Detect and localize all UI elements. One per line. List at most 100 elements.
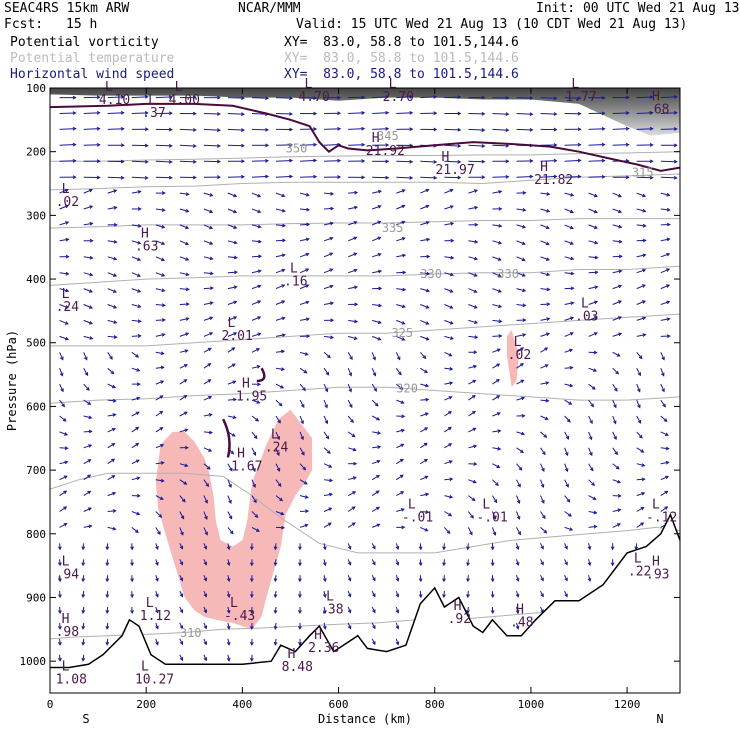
wind-arrowhead: [209, 286, 214, 291]
wind-vector: [516, 463, 522, 471]
wind-arrowhead: [515, 609, 520, 614]
wind-vector: [275, 479, 282, 487]
wind-vector: [59, 461, 68, 465]
wind-vector: [636, 351, 643, 359]
wind-vector: [251, 128, 269, 131]
wind-vector: [540, 240, 549, 245]
wind-arrowhead: [329, 478, 334, 483]
wind-arrowhead: [665, 460, 670, 465]
wind-arrowhead: [87, 459, 92, 463]
wind-arrowhead: [587, 577, 592, 583]
wind-arrowhead: [520, 449, 524, 453]
wind-arrowhead: [273, 594, 278, 599]
wind-arrowhead: [449, 272, 454, 277]
wind-arrowhead: [113, 222, 118, 227]
wind-vector: [179, 208, 189, 212]
wind-arrowhead: [591, 386, 596, 390]
pv-extremum-type: L: [62, 555, 70, 570]
wind-vector: [251, 348, 260, 353]
wind-arrowhead: [347, 593, 352, 598]
wind-arrowhead: [72, 95, 77, 100]
wind-vector: [59, 431, 68, 436]
wind-vector: [227, 511, 233, 519]
wind-vector: [251, 97, 269, 99]
wind-vector: [299, 383, 306, 391]
wind-arrowhead: [425, 204, 430, 209]
wind-vector: [83, 399, 91, 405]
wind-arrowhead: [184, 445, 189, 450]
wind-vector: [420, 427, 428, 433]
wind-arrowhead: [470, 514, 474, 519]
wind-vector: [588, 383, 596, 390]
wind-arrowhead: [378, 286, 383, 291]
wind-arrowhead: [385, 110, 390, 115]
wind-vector: [636, 112, 653, 114]
wind-arrowhead: [337, 175, 342, 179]
wind-arrowhead: [57, 578, 62, 583]
wind-vector: [300, 223, 310, 226]
wind-arrowhead: [273, 562, 278, 567]
wind-arrowhead: [529, 96, 534, 101]
wind-arrowhead: [57, 610, 62, 615]
wind-vector: [107, 443, 115, 449]
wind-arrowhead: [376, 459, 381, 464]
wind-arrowhead: [566, 498, 571, 503]
wind-vector: [660, 447, 669, 450]
wind-arrowhead: [281, 268, 286, 273]
wind-vector: [636, 300, 646, 305]
wind-arrowhead: [625, 175, 630, 180]
wind-vector: [179, 256, 189, 261]
wind-arrowhead: [323, 546, 327, 551]
wind-vector: [83, 319, 93, 325]
y-tick-label: 1000: [20, 655, 47, 668]
wind-arrowhead: [395, 546, 400, 550]
wind-vector: [131, 224, 141, 227]
wind-vector: [540, 333, 550, 337]
wind-arrowhead: [544, 416, 549, 420]
wind-arrowhead: [397, 356, 401, 361]
wind-arrowhead: [289, 143, 294, 147]
wind-vector: [323, 447, 331, 454]
wind-arrowhead: [280, 367, 285, 371]
wind-vector: [203, 256, 213, 260]
wind-arrowhead: [328, 492, 334, 497]
wind-vector: [612, 285, 622, 290]
wind-vector: [371, 383, 377, 392]
wind-arrowhead: [313, 158, 318, 163]
wind-vector: [299, 415, 304, 424]
wind-arrowhead: [349, 404, 353, 409]
wind-vector: [203, 511, 208, 520]
wind-vector: [299, 447, 305, 456]
wind-arrowhead: [498, 190, 503, 194]
wind-vector: [179, 240, 189, 245]
wind-arrowhead: [649, 159, 654, 164]
wind-arrowhead: [377, 320, 382, 325]
wind-arrowhead: [257, 316, 262, 320]
pv-extremum-value: 10.27: [135, 673, 174, 688]
wind-vector: [444, 272, 454, 276]
wind-vector: [324, 192, 334, 195]
wind-vector: [564, 479, 569, 488]
wind-arrowhead: [89, 289, 93, 293]
wind-arrowhead: [418, 578, 423, 583]
wind-vector: [588, 160, 605, 162]
wind-vector: [612, 270, 622, 274]
wind-arrowhead: [63, 523, 68, 527]
wind-arrowhead: [347, 577, 352, 582]
wind-vector: [324, 160, 341, 162]
wind-arrowhead: [373, 387, 377, 392]
wind-vector: [299, 495, 308, 498]
theta-contour-340: [50, 173, 680, 191]
wind-vector: [323, 415, 328, 424]
wind-arrowhead: [65, 288, 70, 293]
wind-vector: [636, 128, 653, 130]
wind-vector: [83, 352, 88, 360]
theta-contour-325: [50, 313, 680, 347]
wind-arrowhead: [376, 417, 381, 421]
wind-vector: [588, 495, 596, 500]
wind-vector: [612, 208, 622, 213]
wind-arrowhead: [298, 626, 302, 630]
wind-vector: [588, 301, 598, 305]
wind-arrowhead: [135, 411, 140, 415]
